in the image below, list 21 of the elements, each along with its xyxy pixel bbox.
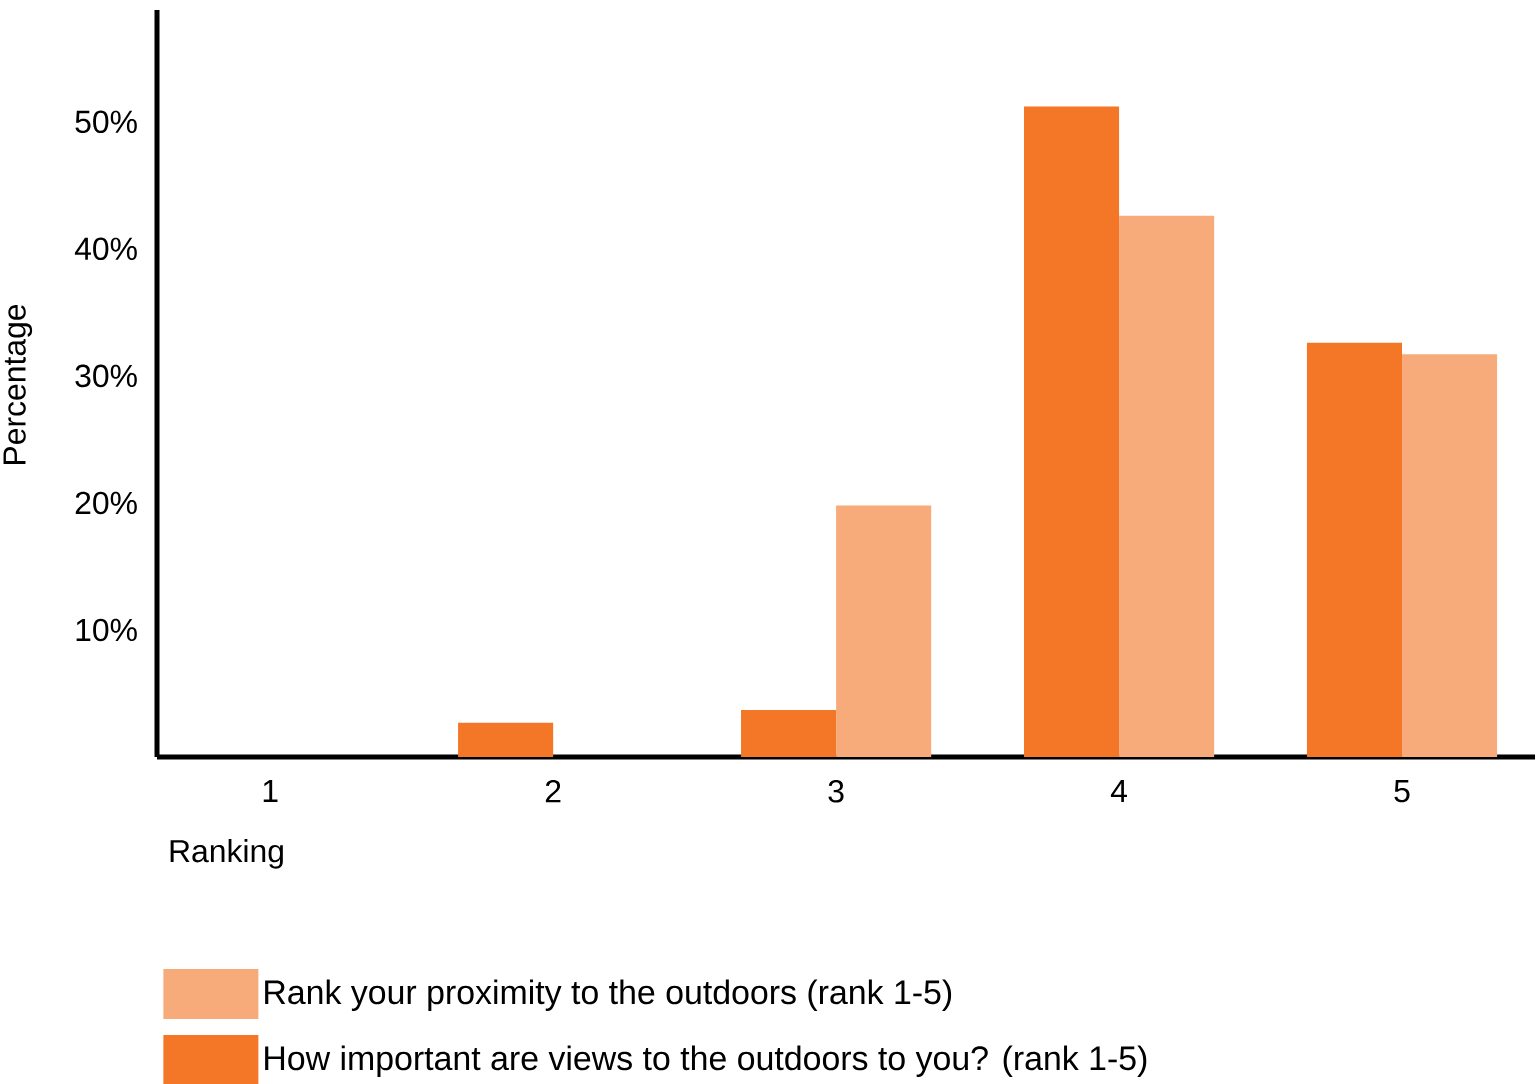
legend-label: Rank your proximity to the outdoors (rank 1-5) (265, 979, 952, 1011)
x-axis-title: Ranking (170, 839, 283, 869)
x-tick-label: 4 (1110, 780, 1127, 802)
y-tick-label: 20% (75, 491, 137, 515)
bar (1402, 354, 1498, 757)
legend-label: How important are views to the outdoors to you? (rank 1-5) (265, 1045, 1147, 1077)
x-tick-label: 2 (545, 780, 561, 803)
bar (1023, 106, 1120, 757)
x-tick-label: 1 (263, 780, 278, 802)
bar (741, 709, 837, 757)
y-tick-label: 40% (74, 237, 137, 261)
y-axis-title: Percentage (3, 304, 33, 464)
x-tick-label: 3 (828, 780, 844, 803)
bar (836, 505, 932, 757)
y-tick-label: 10% (76, 618, 137, 642)
x-tick-label: 5 (1394, 780, 1410, 803)
y-tick-label: 50% (75, 110, 137, 134)
bar (1306, 342, 1403, 757)
bar (458, 722, 554, 757)
y-tick-label: 30% (75, 364, 137, 388)
bar (1119, 215, 1215, 757)
